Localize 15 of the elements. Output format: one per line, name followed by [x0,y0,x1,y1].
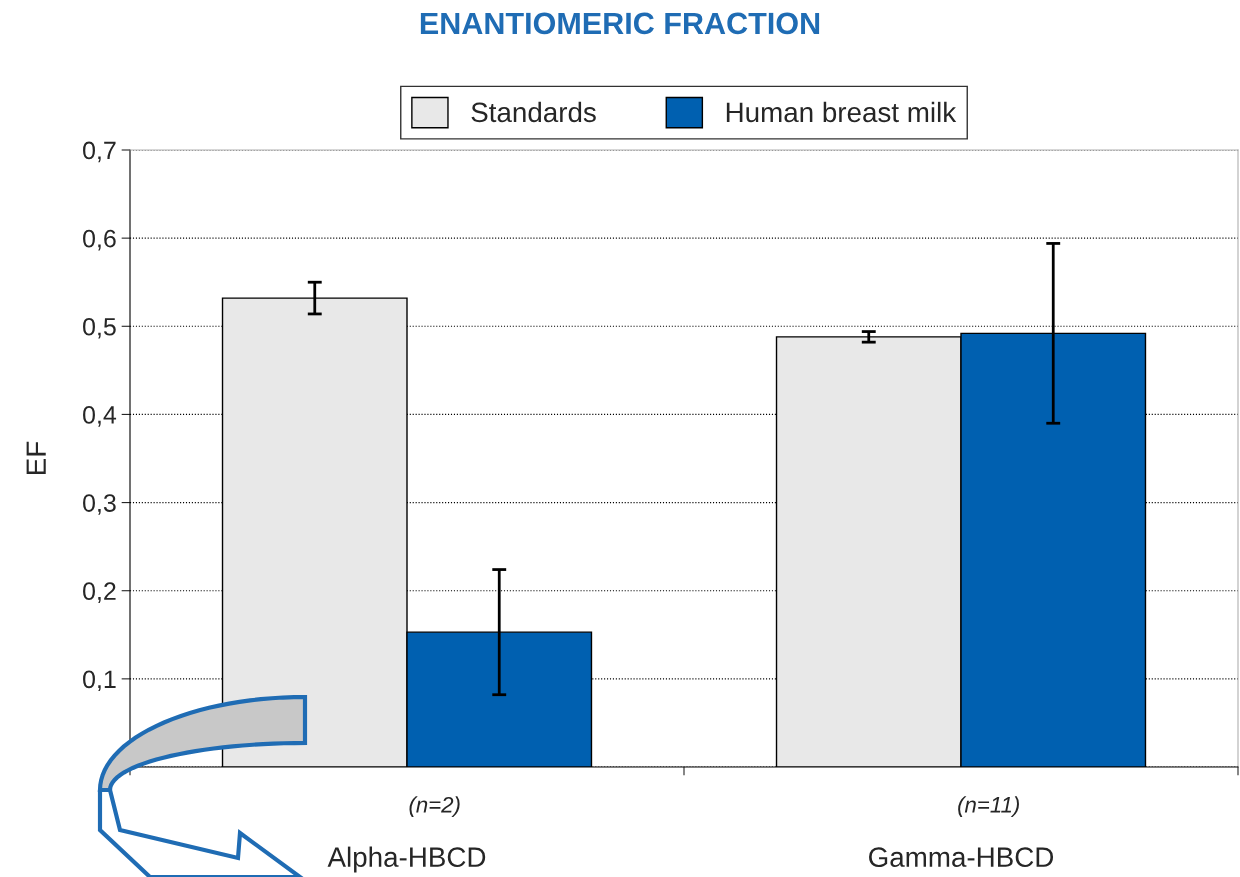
y-tick-label: 0,4 [83,406,117,427]
legend-label: Human breast milk [726,101,957,123]
y-tick-label: 0,6 [83,229,116,251]
y-axis-title: EF [26,441,46,474]
y-tick-label: 0,3 [83,494,116,515]
y-tick-label: 0,7 [83,141,116,163]
y-tick-label: 0,5 [83,317,116,339]
text: (n=2) [409,796,460,818]
text: (n=11) [958,796,1019,818]
legend-label: Standards [471,101,596,123]
y-tick-label: 0,1 [83,670,116,692]
y-tick-label: 0,2 [83,582,116,603]
x-tick-label: Alpha-HBCD [327,846,486,873]
x-tick-label: Gamma-HBCD [869,847,1054,868]
chart-title: ENANTIOMERIC FRACTION [420,12,820,35]
